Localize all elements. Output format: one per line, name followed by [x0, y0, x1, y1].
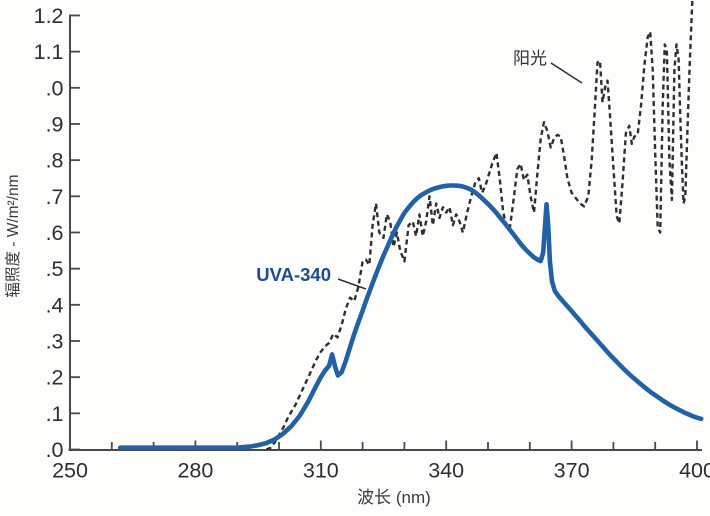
y-tick-label: .2	[46, 366, 64, 390]
y-tick-label: .4	[46, 293, 64, 317]
x-tick-label: 280	[177, 459, 213, 483]
y-tick-label: .5	[46, 257, 64, 281]
chart-generated-layer: .0 .1 .2 .3 .4 .5 .6 .7 .8 .9 .0 1.1 1.2 250 280 310 340…	[34, 0, 710, 483]
uva340-series-label: UVA-340	[256, 264, 331, 285]
y-tick-label: 1.1	[34, 40, 64, 64]
y-tick-label: .3	[46, 329, 64, 353]
sunlight-callout-line	[550, 62, 583, 84]
y-tick-label: 1.2	[34, 4, 64, 28]
y-tick-label: .7	[46, 185, 64, 209]
sunlight-series-label: 阳光	[513, 49, 547, 68]
x-axis-title: 波长 (nm)	[357, 488, 431, 507]
y-tick-label: .8	[46, 149, 64, 173]
sunlight-curve	[266, 0, 694, 451]
uva340-curve	[117, 183, 704, 450]
y-tick-label: .9	[46, 112, 64, 136]
y-axis-title: 辐照度 - W/m²/nm	[4, 174, 22, 297]
y-tick-label: .1	[46, 402, 64, 426]
uva340-callout-line	[337, 278, 367, 290]
x-tick-label: 370	[554, 459, 590, 483]
x-tick-label: 340	[428, 459, 464, 483]
y-tick-label: .0	[46, 76, 64, 100]
y-tick-label: .0	[46, 438, 64, 462]
x-tick-label: 400	[679, 459, 710, 483]
y-tick-label: .6	[46, 221, 64, 245]
x-tick-label: 250	[52, 459, 88, 483]
x-tick-label: 310	[303, 459, 339, 483]
